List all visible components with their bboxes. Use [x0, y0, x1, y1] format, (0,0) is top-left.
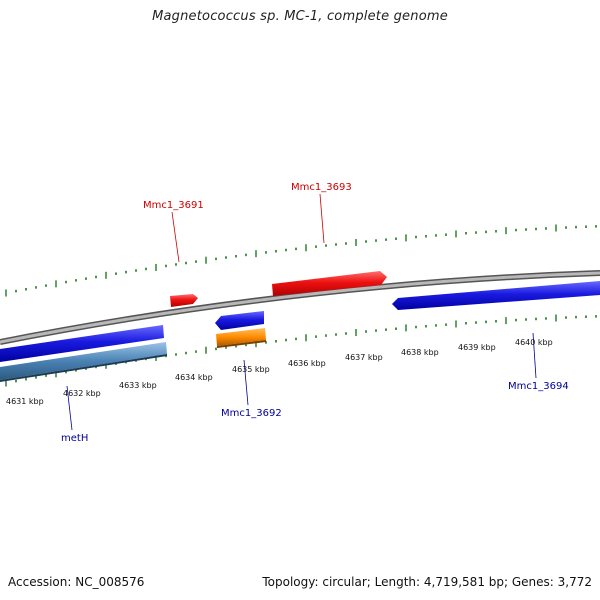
gene-mmc1-3694[interactable] [392, 281, 600, 310]
gene-mmc1-3692[interactable] [215, 311, 264, 330]
leader-mmc1-3691 [171, 211, 180, 263]
scale-label-4631: 4631 kbp [6, 397, 44, 406]
leader-mmc1-3692 [243, 359, 249, 406]
leader-mmc1-3693 [319, 193, 325, 244]
scale-label-4634: 4634 kbp [175, 373, 213, 382]
scale-label-4637: 4637 kbp [345, 353, 383, 362]
scale-label-4633: 4633 kbp [119, 381, 157, 390]
feature-orange [216, 328, 266, 348]
gene-mmc1-3691[interactable] [170, 294, 198, 307]
scale-label-4636: 4636 kbp [288, 359, 326, 368]
scale-label-4632: 4632 kbp [63, 389, 101, 398]
leader-meth [66, 385, 73, 431]
leader-mmc1-3694 [532, 332, 537, 379]
scale-label-4639: 4639 kbp [458, 343, 496, 352]
genome-summary-text: Topology: circular; Length: 4,719,581 bp… [262, 575, 592, 589]
label-mmc1-3694: Mmc1_3694 [508, 381, 569, 392]
gene-meth[interactable] [0, 325, 164, 362]
label-mmc1-3693: Mmc1_3693 [291, 182, 352, 193]
map-title: Magnetococcus sp. MC-1, complete genome [152, 9, 448, 24]
outer-tick-ring [5, 224, 597, 297]
genome-backbone-highlight [0, 271, 600, 344]
accession-text: Accession: NC_008576 [8, 575, 145, 589]
scale-label-4640: 4640 kbp [515, 338, 553, 347]
feature-steel-blue [0, 342, 167, 382]
label-meth: metH [61, 433, 88, 444]
label-mmc1-3692: Mmc1_3692 [221, 408, 282, 419]
gene-mmc1-3693[interactable] [272, 271, 387, 296]
scale-label-4635: 4635 kbp [232, 365, 270, 374]
scale-label-4638: 4638 kbp [401, 348, 439, 357]
label-mmc1-3691: Mmc1_3691 [143, 200, 204, 211]
